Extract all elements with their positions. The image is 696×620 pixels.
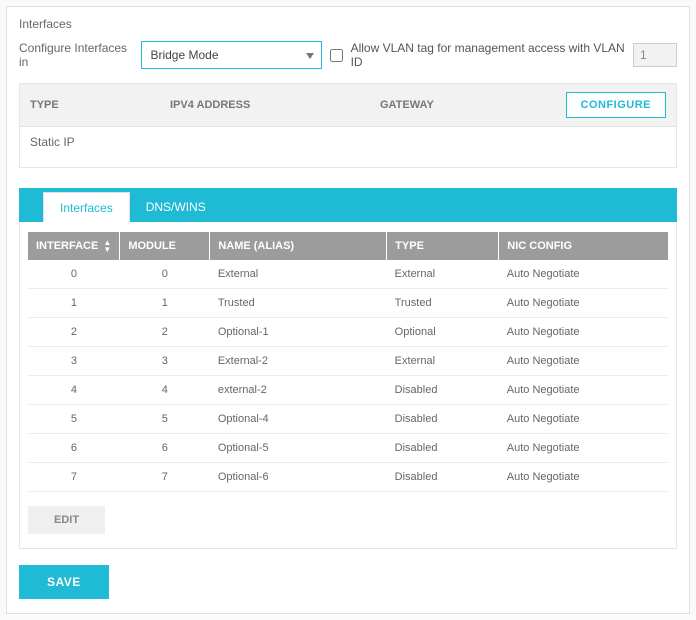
configure-button[interactable]: CONFIGURE bbox=[566, 92, 667, 118]
cell-name-alias: External-2 bbox=[210, 347, 387, 376]
cell-name-alias: Optional-1 bbox=[210, 318, 387, 347]
cell-nic-config: Auto Negotiate bbox=[499, 463, 668, 492]
cell-name-alias: Optional-5 bbox=[210, 434, 387, 463]
mode-select[interactable]: Bridge Mode bbox=[141, 41, 321, 69]
cell-type: Disabled bbox=[387, 463, 499, 492]
cell-nic-config: Auto Negotiate bbox=[499, 260, 668, 289]
tabs-bar: Interfaces DNS/WINS bbox=[19, 188, 677, 222]
static-ip-section: TYPE IPV4 ADDRESS GATEWAY CONFIGURE Stat… bbox=[19, 83, 677, 168]
cell-module: 7 bbox=[120, 463, 210, 492]
cell-module: 0 bbox=[120, 260, 210, 289]
cell-nic-config: Auto Negotiate bbox=[499, 434, 668, 463]
th-interface-label: INTERFACE bbox=[36, 240, 98, 252]
cell-name-alias: Optional-6 bbox=[210, 463, 387, 492]
cell-interface: 2 bbox=[28, 318, 120, 347]
cell-name-alias: external-2 bbox=[210, 376, 387, 405]
th-type[interactable]: TYPE bbox=[387, 232, 499, 260]
configure-row: Configure Interfaces in Bridge Mode Allo… bbox=[19, 41, 677, 69]
vlan-id-input[interactable] bbox=[633, 43, 677, 67]
th-interface[interactable]: INTERFACE ▲▼ bbox=[28, 232, 120, 260]
interfaces-table: INTERFACE ▲▼ MODULE NAME (ALIAS) TYPE NI… bbox=[28, 232, 668, 492]
table-row[interactable]: 22Optional-1OptionalAuto Negotiate bbox=[28, 318, 668, 347]
static-body: Static IP bbox=[20, 127, 676, 167]
cell-type: Disabled bbox=[387, 434, 499, 463]
cell-nic-config: Auto Negotiate bbox=[499, 376, 668, 405]
cell-interface: 6 bbox=[28, 434, 120, 463]
cell-nic-config: Auto Negotiate bbox=[499, 405, 668, 434]
table-header-row: INTERFACE ▲▼ MODULE NAME (ALIAS) TYPE NI… bbox=[28, 232, 668, 260]
cell-type: External bbox=[387, 260, 499, 289]
interfaces-panel: Interfaces Configure Interfaces in Bridg… bbox=[6, 6, 690, 614]
cell-interface: 7 bbox=[28, 463, 120, 492]
configure-label: Configure Interfaces in bbox=[19, 41, 133, 69]
cell-type: Optional bbox=[387, 318, 499, 347]
table-row[interactable]: 33External-2ExternalAuto Negotiate bbox=[28, 347, 668, 376]
cell-module: 3 bbox=[120, 347, 210, 376]
tab-interfaces[interactable]: Interfaces bbox=[43, 192, 130, 222]
table-row[interactable]: 00ExternalExternalAuto Negotiate bbox=[28, 260, 668, 289]
cell-module: 2 bbox=[120, 318, 210, 347]
cell-interface: 4 bbox=[28, 376, 120, 405]
cell-interface: 0 bbox=[28, 260, 120, 289]
table-row[interactable]: 11TrustedTrustedAuto Negotiate bbox=[28, 289, 668, 318]
cell-module: 6 bbox=[120, 434, 210, 463]
cell-interface: 1 bbox=[28, 289, 120, 318]
edit-button[interactable]: EDIT bbox=[28, 506, 105, 534]
cell-name-alias: External bbox=[210, 260, 387, 289]
col-header-ipv4: IPV4 ADDRESS bbox=[170, 99, 380, 111]
cell-name-alias: Optional-4 bbox=[210, 405, 387, 434]
cell-interface: 5 bbox=[28, 405, 120, 434]
col-header-type: TYPE bbox=[30, 99, 170, 111]
cell-module: 4 bbox=[120, 376, 210, 405]
table-row[interactable]: 77Optional-6DisabledAuto Negotiate bbox=[28, 463, 668, 492]
th-module[interactable]: MODULE bbox=[120, 232, 210, 260]
cell-type: External bbox=[387, 347, 499, 376]
panel-title: Interfaces bbox=[19, 17, 677, 31]
th-nic-config[interactable]: NIC CONFIG bbox=[499, 232, 668, 260]
table-row[interactable]: 66Optional-5DisabledAuto Negotiate bbox=[28, 434, 668, 463]
cell-interface: 3 bbox=[28, 347, 120, 376]
cell-module: 1 bbox=[120, 289, 210, 318]
cell-type: Disabled bbox=[387, 405, 499, 434]
save-button[interactable]: SAVE bbox=[19, 565, 109, 599]
table-row[interactable]: 55Optional-4DisabledAuto Negotiate bbox=[28, 405, 668, 434]
sort-icon: ▲▼ bbox=[103, 239, 111, 253]
th-name-alias[interactable]: NAME (ALIAS) bbox=[210, 232, 387, 260]
cell-module: 5 bbox=[120, 405, 210, 434]
col-header-gateway: GATEWAY bbox=[380, 99, 566, 111]
table-row[interactable]: 44external-2DisabledAuto Negotiate bbox=[28, 376, 668, 405]
grid-wrap: INTERFACE ▲▼ MODULE NAME (ALIAS) TYPE NI… bbox=[19, 222, 677, 549]
cell-nic-config: Auto Negotiate bbox=[499, 347, 668, 376]
cell-nic-config: Auto Negotiate bbox=[499, 318, 668, 347]
cell-type: Disabled bbox=[387, 376, 499, 405]
vlan-checkbox[interactable] bbox=[330, 49, 343, 62]
tab-dns-wins[interactable]: DNS/WINS bbox=[130, 192, 222, 222]
static-type-value: Static IP bbox=[30, 135, 75, 149]
cell-nic-config: Auto Negotiate bbox=[499, 289, 668, 318]
cell-type: Trusted bbox=[387, 289, 499, 318]
static-header: TYPE IPV4 ADDRESS GATEWAY CONFIGURE bbox=[20, 84, 676, 127]
cell-name-alias: Trusted bbox=[210, 289, 387, 318]
vlan-checkbox-label: Allow VLAN tag for management access wit… bbox=[351, 41, 625, 69]
mode-select-wrap: Bridge Mode bbox=[141, 41, 321, 69]
